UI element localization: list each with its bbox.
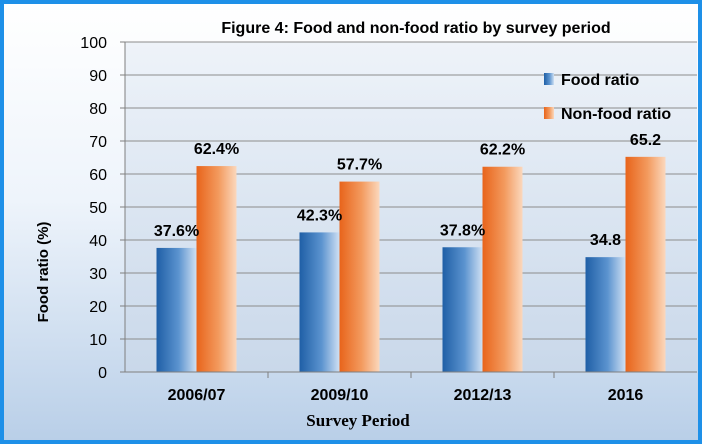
y-tick-label: 40 <box>89 233 107 250</box>
y-tick-label: 20 <box>89 299 107 316</box>
y-tick-label: 70 <box>89 134 107 151</box>
x-tick-label: 2012/13 <box>454 387 512 404</box>
bar-food-ratio <box>585 257 626 372</box>
y-tick-label: 100 <box>80 35 107 52</box>
bar-food-ratio <box>442 247 483 372</box>
y-tick-label: 60 <box>89 167 107 184</box>
data-label-nonfood-ratio: 57.7% <box>337 157 382 174</box>
y-tick-label: 0 <box>98 365 107 382</box>
bar-food-ratio <box>156 247 197 372</box>
x-axis-label: Survey Period <box>306 411 410 430</box>
bar-nonfood-ratio <box>339 181 380 372</box>
data-labels: 37.6% 62.4% 42.3% 57.7% 37.8% 62.2% 34.8 65.2 <box>154 132 661 249</box>
bar-food-ratio <box>299 232 340 372</box>
y-axis-label: Food ratio (%) <box>35 222 52 323</box>
y-tick-label: 50 <box>89 200 107 217</box>
y-axis-ticks: 0 10 20 30 40 50 60 70 80 90 100 <box>80 35 125 382</box>
y-tick-label: 90 <box>89 68 107 85</box>
legend-swatch-nonfood <box>544 107 554 119</box>
legend-swatch-food <box>544 73 554 85</box>
bar-nonfood-ratio <box>196 166 237 372</box>
data-label-food-ratio: 34.8 <box>590 232 621 249</box>
x-tick-label: 2009/10 <box>311 387 369 404</box>
chart-title: Figure 4: Food and non-food ratio by sur… <box>221 20 610 37</box>
bar-chart: 0 10 20 30 40 50 60 70 80 90 100 37.6% 62.4% 42.3% 57… <box>35 20 697 430</box>
bar-nonfood-ratio <box>625 156 666 372</box>
x-tick-label: 2016 <box>608 387 644 404</box>
legend-label-food: Food ratio <box>561 72 639 89</box>
data-label-food-ratio: 37.6% <box>154 223 199 240</box>
data-label-nonfood-ratio: 62.4% <box>194 141 239 158</box>
y-tick-label: 10 <box>89 332 107 349</box>
x-axis-ticks: 2006/07 2009/10 2012/13 2016 <box>168 372 644 404</box>
x-tick-label: 2006/07 <box>168 387 226 404</box>
y-tick-label: 80 <box>89 101 107 118</box>
data-label-nonfood-ratio: 65.2 <box>630 132 661 149</box>
legend: Food ratio Non-food ratio <box>544 72 671 123</box>
data-label-nonfood-ratio: 62.2% <box>480 142 525 159</box>
data-label-food-ratio: 42.3% <box>297 207 342 224</box>
bar-nonfood-ratio <box>482 166 523 372</box>
y-tick-label: 30 <box>89 266 107 283</box>
bars <box>156 156 666 372</box>
data-label-food-ratio: 37.8% <box>440 222 485 239</box>
legend-label-nonfood: Non-food ratio <box>561 106 671 123</box>
